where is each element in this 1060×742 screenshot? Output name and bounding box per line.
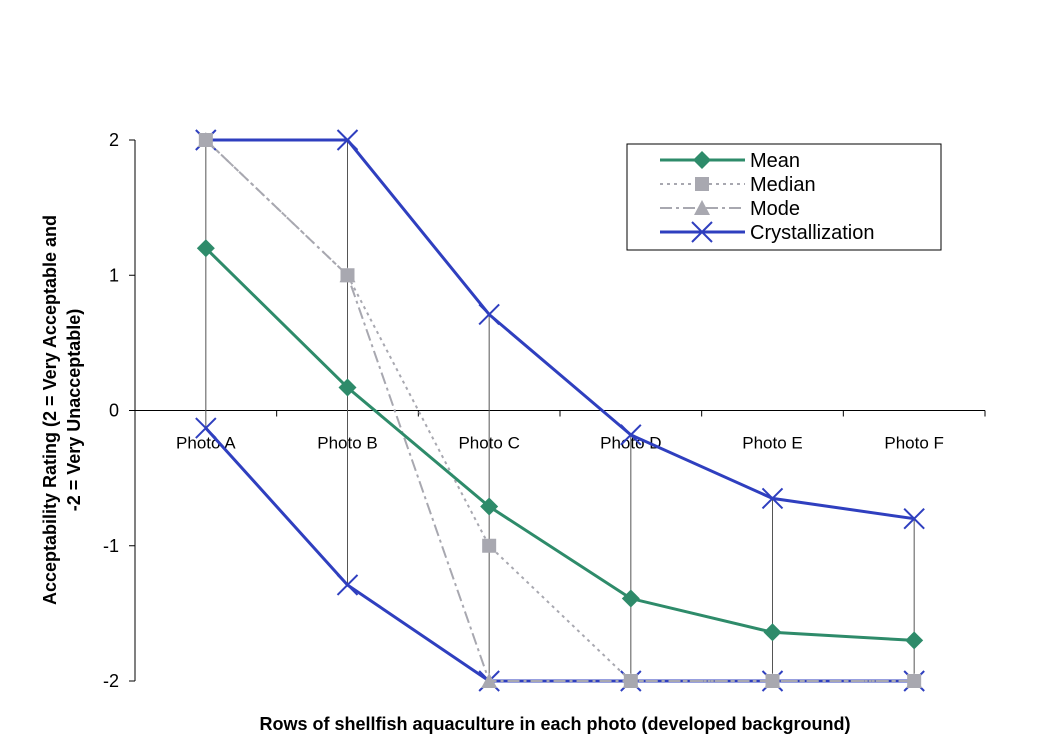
crystallization-lower-point (336, 574, 359, 596)
y-axis-title-line: -2 = Very Unacceptable) (64, 309, 84, 512)
legend-marker (694, 200, 710, 215)
x-tick-label: Photo A (176, 434, 236, 453)
y-axis-title-line: Acceptability Rating (2 = Very Acceptabl… (40, 215, 60, 605)
crystallization-upper-point (478, 303, 500, 326)
crystallization-upper-point (620, 424, 642, 446)
crystallization-upper-point (903, 507, 925, 530)
y-axis: 2 1 0 -1 -2 Acceptability Rating (2 = Very Ac… (40, 130, 136, 691)
mode-point (764, 673, 781, 688)
legend-marker (693, 151, 711, 169)
mode-line (205, 139, 915, 682)
legend-label: Median (750, 174, 816, 196)
mean-point (338, 378, 357, 397)
x-tick-label: Photo E (742, 434, 803, 453)
legend-item-median: Median (660, 174, 816, 196)
crystallization-upper-point (761, 487, 784, 510)
crystallization-upper-line (205, 138, 915, 521)
legend-label: Mean (750, 150, 800, 172)
legend-label: Crystallization (750, 222, 874, 244)
mean-point (763, 623, 782, 642)
mode-point (906, 673, 923, 688)
y-tick-label: 2 (109, 130, 119, 150)
legend-marker (695, 177, 709, 191)
series-layer (195, 129, 925, 692)
legend-item-mean: Mean (660, 150, 800, 172)
legend-label: Mode (750, 198, 800, 220)
mean-point (480, 497, 499, 516)
legend-marker (691, 221, 713, 243)
median-point (482, 538, 497, 553)
series-mean (196, 239, 924, 650)
y-tick-label: -1 (103, 536, 119, 556)
mean-line (204, 247, 915, 642)
x-tick-label: Photo F (884, 434, 944, 453)
mode-point (197, 132, 214, 147)
y-axis-title: Acceptability Rating (2 = Very Acceptabl… (40, 215, 84, 605)
x-axis-title: Rows of shellfish aquaculture in each ph… (259, 714, 850, 734)
y-tick-label: 0 (109, 401, 119, 421)
crystallization-upper-point (336, 129, 359, 151)
crystallization-lower-line (204, 427, 915, 683)
mean-point (196, 239, 215, 258)
x-axis: Photo A Photo B Photo C Photo D Photo E Photo… (134, 410, 986, 453)
y-tick-label: 1 (109, 265, 119, 285)
legend-item-mode: Mode (660, 198, 800, 220)
legend-item-crystallization: Crystallization (660, 221, 874, 244)
y-tick-label: -2 (103, 671, 119, 691)
mode-point (481, 673, 498, 688)
mode-point (339, 267, 356, 283)
series-mode (197, 132, 923, 688)
mode-point (622, 673, 639, 688)
mean-point (621, 589, 640, 608)
mean-point (905, 631, 924, 650)
crystallization-lower-point (195, 417, 217, 439)
